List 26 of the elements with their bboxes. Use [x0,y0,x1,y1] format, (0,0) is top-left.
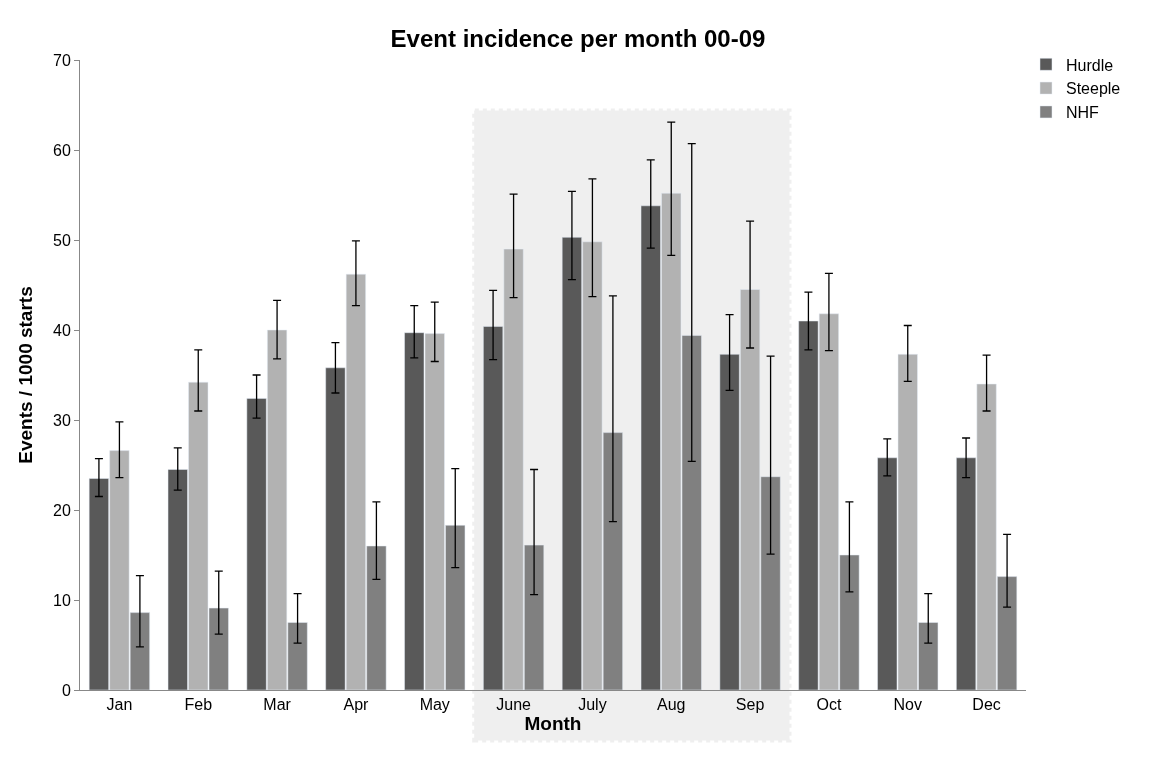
y-tick-label: 0 [61,681,71,699]
y-tick-label: 60 [53,141,71,159]
y-tick-label: 10 [53,591,71,609]
legend-label: Steeple [1066,80,1121,98]
y-axis-title: Events / 1000 starts [14,286,36,464]
y-tick-label: 30 [53,411,71,429]
x-tick-label: July [578,696,607,714]
x-tick-label: Aug [657,696,686,714]
x-tick-label: Oct [816,696,842,714]
y-tick-label: 50 [53,231,71,249]
x-tick-label: May [419,696,450,714]
legend-label: NHF [1066,104,1100,122]
y-tick-label: 20 [53,501,71,519]
x-tick-label: Apr [343,696,370,714]
x-tick-label: Sep [735,696,765,714]
y-tick-label: 70 [53,51,71,69]
x-tick-label: Jan [106,696,133,714]
legend-label: Hurdle [1066,56,1114,74]
chart-title: Event incidence per month 00-09 [390,25,766,53]
y-tick-label: 40 [53,321,71,339]
x-tick-label: Nov [893,696,922,714]
x-tick-label: June [496,696,532,714]
x-axis-title: Month [524,713,582,735]
x-tick-label: Feb [184,696,213,714]
x-tick-label: Dec [972,696,1001,714]
x-tick-label: Mar [263,696,292,714]
